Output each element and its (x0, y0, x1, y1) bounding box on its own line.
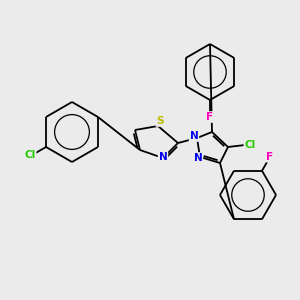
Text: Cl: Cl (24, 149, 36, 160)
Text: N: N (159, 152, 167, 162)
Text: N: N (194, 153, 202, 163)
Text: F: F (266, 152, 274, 162)
Text: Cl: Cl (244, 140, 256, 150)
Text: S: S (156, 116, 164, 126)
Text: N: N (190, 131, 198, 141)
Text: F: F (206, 112, 214, 122)
